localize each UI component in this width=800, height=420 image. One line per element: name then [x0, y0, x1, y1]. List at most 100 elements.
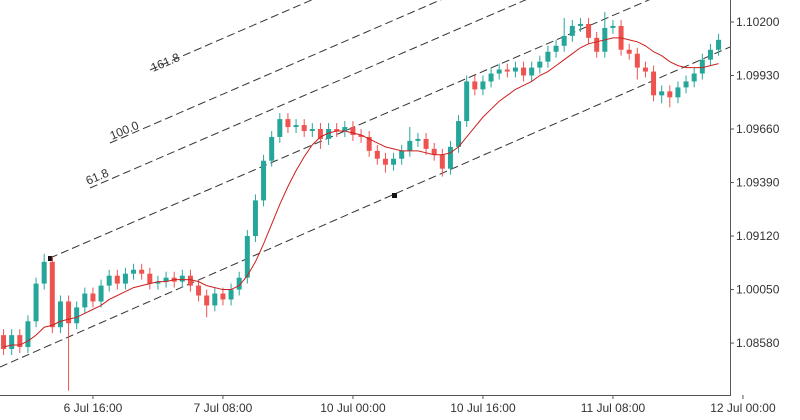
candle-body [651, 71, 657, 96]
candle-body [204, 295, 210, 306]
candle-body [529, 67, 535, 76]
candle-body [577, 23, 583, 26]
candle-body [261, 160, 267, 201]
candle-body [66, 301, 72, 324]
candle-body [610, 25, 616, 28]
candle-body [374, 150, 380, 159]
candle-body [423, 138, 429, 149]
candle-body [366, 136, 372, 151]
x-tick-label: 10 Jul 16:00 [450, 401, 516, 415]
y-tick-label: 1.09120 [736, 229, 780, 243]
candle-body [521, 67, 527, 76]
candle-body [561, 35, 567, 46]
candle-body [594, 37, 600, 52]
candle-body [252, 200, 258, 237]
candle-body [586, 23, 592, 38]
candle-body [17, 335, 23, 348]
candle-body [244, 236, 250, 278]
x-tick-label: 11 Jul 08:00 [581, 401, 646, 415]
candle-body [163, 277, 169, 282]
candle-body [25, 321, 31, 348]
anchor-point [392, 193, 397, 198]
candle-body [293, 125, 299, 128]
candle-body [464, 81, 470, 122]
candle-body [74, 307, 80, 324]
candle-body [488, 73, 494, 82]
candle-body [196, 285, 202, 296]
candle-body [512, 67, 518, 72]
candle-body [683, 81, 689, 88]
candle-body [301, 125, 307, 132]
candle-body [504, 69, 510, 72]
fib-line [89, 0, 527, 189]
candle-body [9, 335, 15, 350]
candle-body [569, 25, 575, 36]
candle-body [212, 293, 218, 306]
candle-body [236, 277, 242, 290]
candle-body [269, 136, 275, 161]
candle-body [82, 293, 88, 308]
candle-body [106, 275, 112, 286]
fib-label: 100.0 [108, 118, 141, 143]
candle-body [228, 289, 234, 300]
candle-body [431, 148, 437, 155]
x-tick-label: 12 Jul 00:00 [710, 401, 776, 415]
candle-body [707, 49, 713, 60]
x-tick-label: 7 Jul 08:00 [194, 401, 253, 415]
candle-body [41, 261, 47, 284]
candle-body [49, 261, 55, 328]
moving-average-line [3, 37, 719, 348]
plot [1, 12, 722, 391]
candle-body [317, 129, 323, 139]
y-tick-label: 1.09390 [736, 176, 780, 190]
candle-body [57, 301, 63, 328]
y-tick-label: 1.10200 [736, 15, 780, 29]
candle-body [382, 158, 388, 165]
y-tick-label: 1.00050 [736, 283, 780, 297]
y-tick-label: 1.09930 [736, 69, 780, 83]
candle-body [220, 293, 226, 300]
candle-body [537, 61, 543, 68]
candle-body [277, 119, 283, 137]
fib-line [149, 0, 313, 71]
x-tick-label: 10 Jul 00:00 [320, 401, 386, 415]
candle-body [114, 275, 120, 284]
fib-line [109, 0, 442, 144]
candle-body [439, 154, 445, 169]
candle-body [90, 293, 96, 302]
candle-body [415, 138, 421, 141]
candle-body [98, 285, 104, 302]
candle-body [155, 281, 161, 284]
candle-body [139, 269, 145, 274]
candle-body [545, 51, 551, 62]
candle-body [285, 119, 291, 128]
channel-line [49, 0, 651, 259]
drawings [0, 0, 730, 368]
candle-body [399, 150, 405, 159]
candle-body [1, 335, 7, 350]
x-tick-label: 6 Jul 16:00 [64, 401, 123, 415]
y-tick-label: 1.08580 [736, 336, 780, 350]
fib-label: 161.8 [149, 50, 182, 75]
y-tick-label: 1.09660 [736, 122, 780, 136]
candle-body [447, 146, 453, 169]
candle-body [187, 275, 193, 286]
candle-body [326, 129, 332, 139]
fib-label: 61.8 [84, 166, 111, 188]
candle-body [642, 67, 648, 72]
candle-body [358, 134, 364, 137]
candle-body [131, 269, 137, 274]
candle-body [350, 127, 356, 135]
anchor-point [48, 256, 53, 261]
candle-body [33, 283, 39, 322]
candle-body [626, 49, 632, 54]
candle-body [472, 81, 478, 90]
candle-body [691, 73, 697, 82]
candle-body [334, 129, 340, 132]
candle-body [456, 121, 462, 147]
channel-line [0, 46, 730, 368]
candle-body [407, 140, 413, 151]
candle-body [716, 39, 722, 50]
candle-body [122, 273, 128, 284]
candle-body [342, 127, 348, 132]
